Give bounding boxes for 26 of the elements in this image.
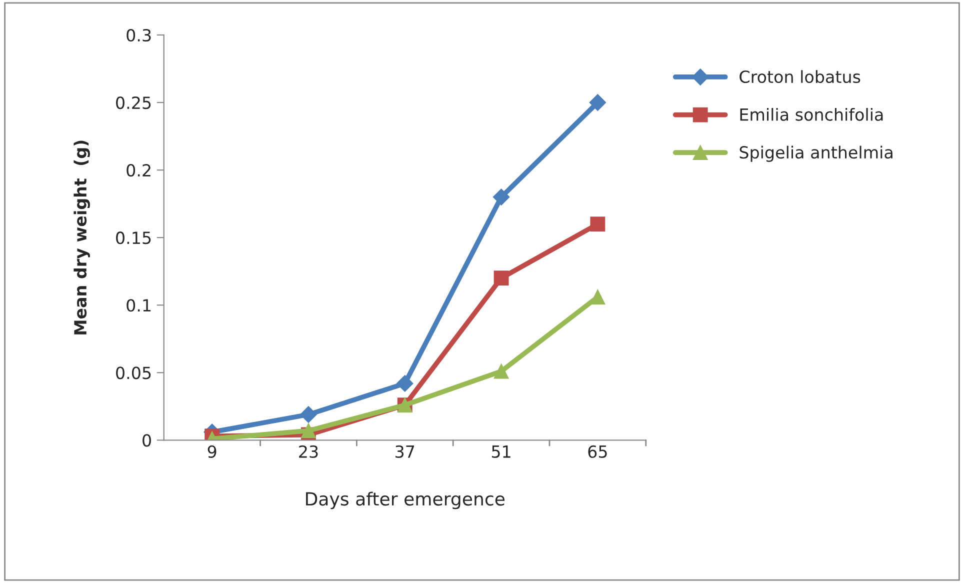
x-axis-title: Days after emergence (306, 492, 505, 510)
y-tick-label: 0 (142, 434, 151, 447)
y-tick-label: 0.05 (116, 366, 151, 380)
point (590, 290, 606, 304)
point (589, 94, 606, 111)
point (590, 216, 606, 232)
legend-label: Emilia sonchifolia (740, 108, 883, 121)
point (494, 270, 509, 286)
x-tick-label: 51 (492, 446, 510, 458)
point (494, 364, 509, 379)
y-tick-label: 0.2 (126, 164, 150, 177)
y-tick-label: 0.3 (126, 28, 151, 42)
x-tick-label: 9 (208, 445, 216, 458)
x-tick-label: 23 (299, 445, 318, 458)
point (492, 188, 510, 206)
x-tick-label: 37 (396, 445, 414, 458)
y-tick-label: 0.1 (126, 299, 151, 312)
point (301, 423, 316, 438)
legend-label: Spigelia anthelmia (740, 146, 892, 162)
y-tick-label: 0.25 (116, 96, 151, 110)
point (300, 406, 317, 423)
y-axis-title: Mean dry weight (g) (74, 140, 90, 334)
x-tick-label: 65 (588, 445, 607, 458)
y-tick-label: 0.15 (116, 232, 151, 244)
point (396, 375, 414, 392)
legend-label: Croton lobatus (740, 70, 860, 84)
